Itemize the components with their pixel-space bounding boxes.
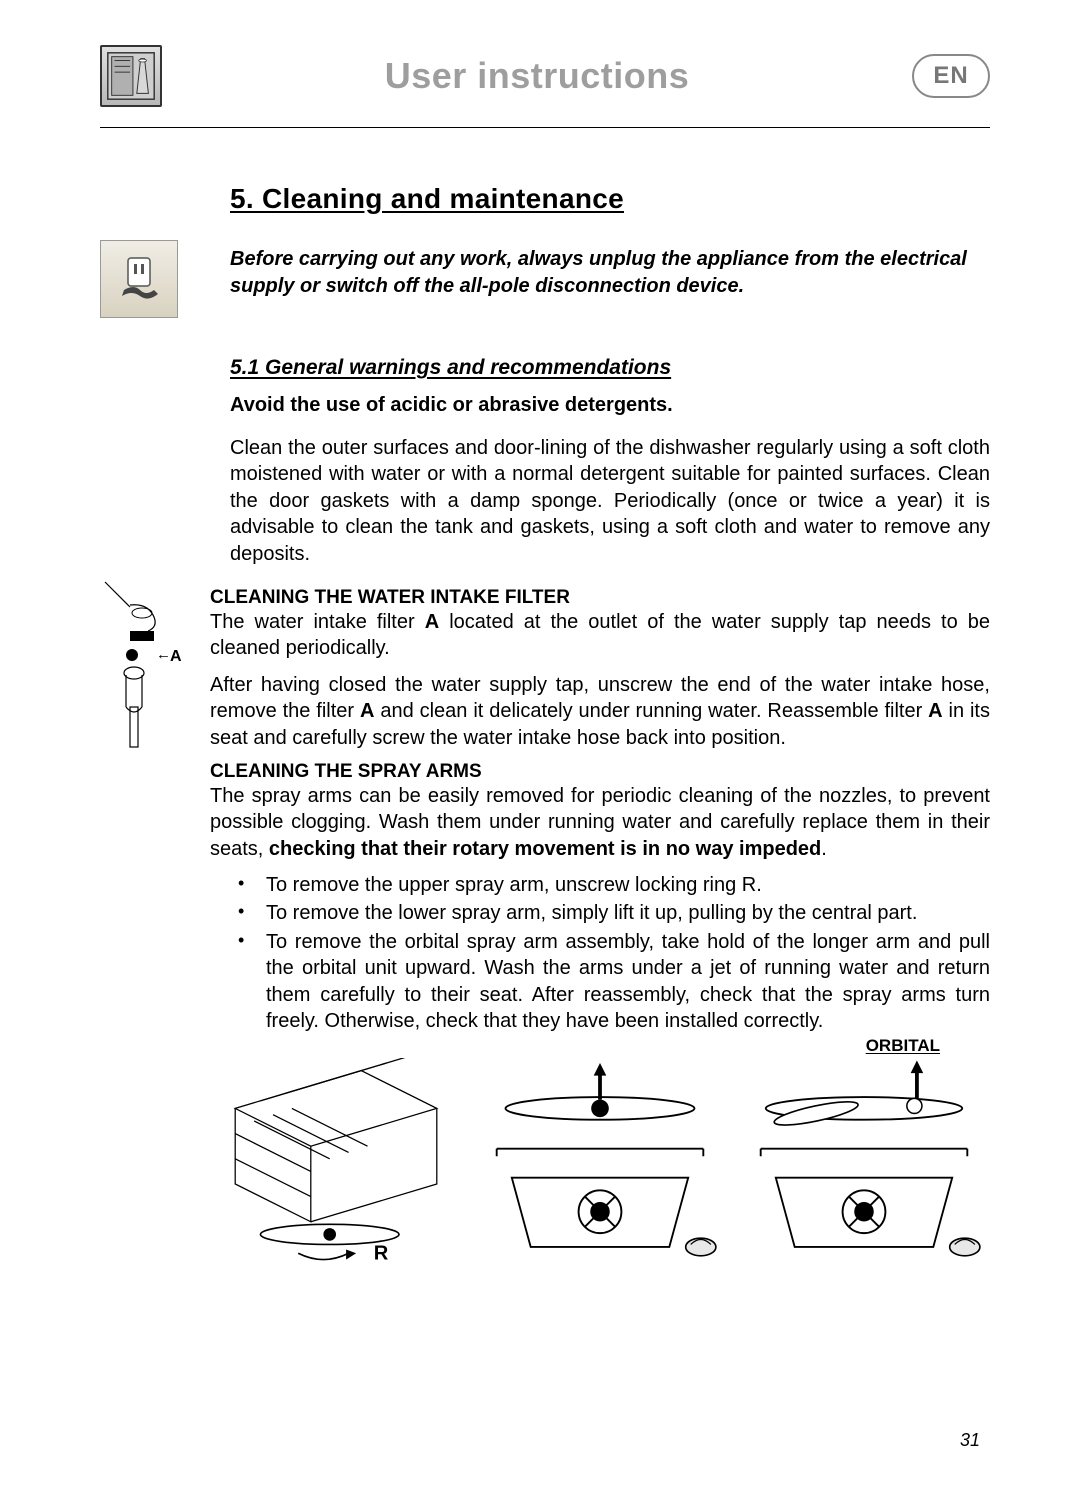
spray-bullets: To remove the upper spray arm, unscrew l… xyxy=(238,872,990,1034)
filter-row: ← A CLEANING THE WATER INTAKE FILTER The… xyxy=(100,577,990,1278)
spray-heading: CLEANING THE SPRAY ARMS xyxy=(210,761,990,783)
diagram-row: R xyxy=(210,1058,990,1277)
bullet-upper: To remove the upper spray arm, unscrew l… xyxy=(238,872,990,898)
spray-para: The spray arms can be easily removed for… xyxy=(210,783,990,862)
orbital-label: ORBITAL xyxy=(210,1036,940,1056)
diagram-orbital-arm xyxy=(738,1058,990,1277)
filter-label-a: A xyxy=(170,648,182,665)
content-area: User instructions EN 5. Cleaning and mai… xyxy=(0,0,1080,1318)
svg-text:←: ← xyxy=(156,646,171,663)
filter-diagram: ← A xyxy=(100,577,190,757)
warning-block: Before carrying out any work, always unp… xyxy=(100,240,990,318)
header-row: User instructions EN xyxy=(100,45,990,128)
subsection-title: 5.1 General warnings and recommendations xyxy=(230,356,990,380)
page-number: 31 xyxy=(960,1430,980,1451)
para-clean: Clean the outer surfaces and door-lining… xyxy=(230,435,990,567)
language-badge: EN xyxy=(912,54,990,98)
filter-para-1: The water intake filter A located at the… xyxy=(210,609,990,662)
bullet-orbital: To remove the orbital spray arm assembly… xyxy=(238,929,990,1035)
svg-text:R: R xyxy=(374,1243,389,1265)
diagram-upper-arm: R xyxy=(210,1058,462,1277)
warning-text: Before carrying out any work, always unp… xyxy=(230,240,990,300)
filter-text-col: CLEANING THE WATER INTAKE FILTER The wat… xyxy=(210,577,990,1278)
diagram-lower-arm xyxy=(474,1058,726,1277)
main-column: 5. Cleaning and maintenance Before carry… xyxy=(230,183,990,1278)
avoid-line: Avoid the use of acidic or abrasive dete… xyxy=(230,394,990,417)
plug-icon xyxy=(100,240,178,318)
filter-heading: CLEANING THE WATER INTAKE FILTER xyxy=(210,587,990,609)
bullet-lower: To remove the lower spray arm, simply li… xyxy=(238,900,990,926)
filter-para-2: After having closed the water supply tap… xyxy=(210,672,990,751)
section-title: 5. Cleaning and maintenance xyxy=(230,183,990,215)
header-title: User instructions xyxy=(162,55,912,97)
page: User instructions EN 5. Cleaning and mai… xyxy=(0,0,1080,1511)
dishwasher-icon xyxy=(100,45,162,107)
